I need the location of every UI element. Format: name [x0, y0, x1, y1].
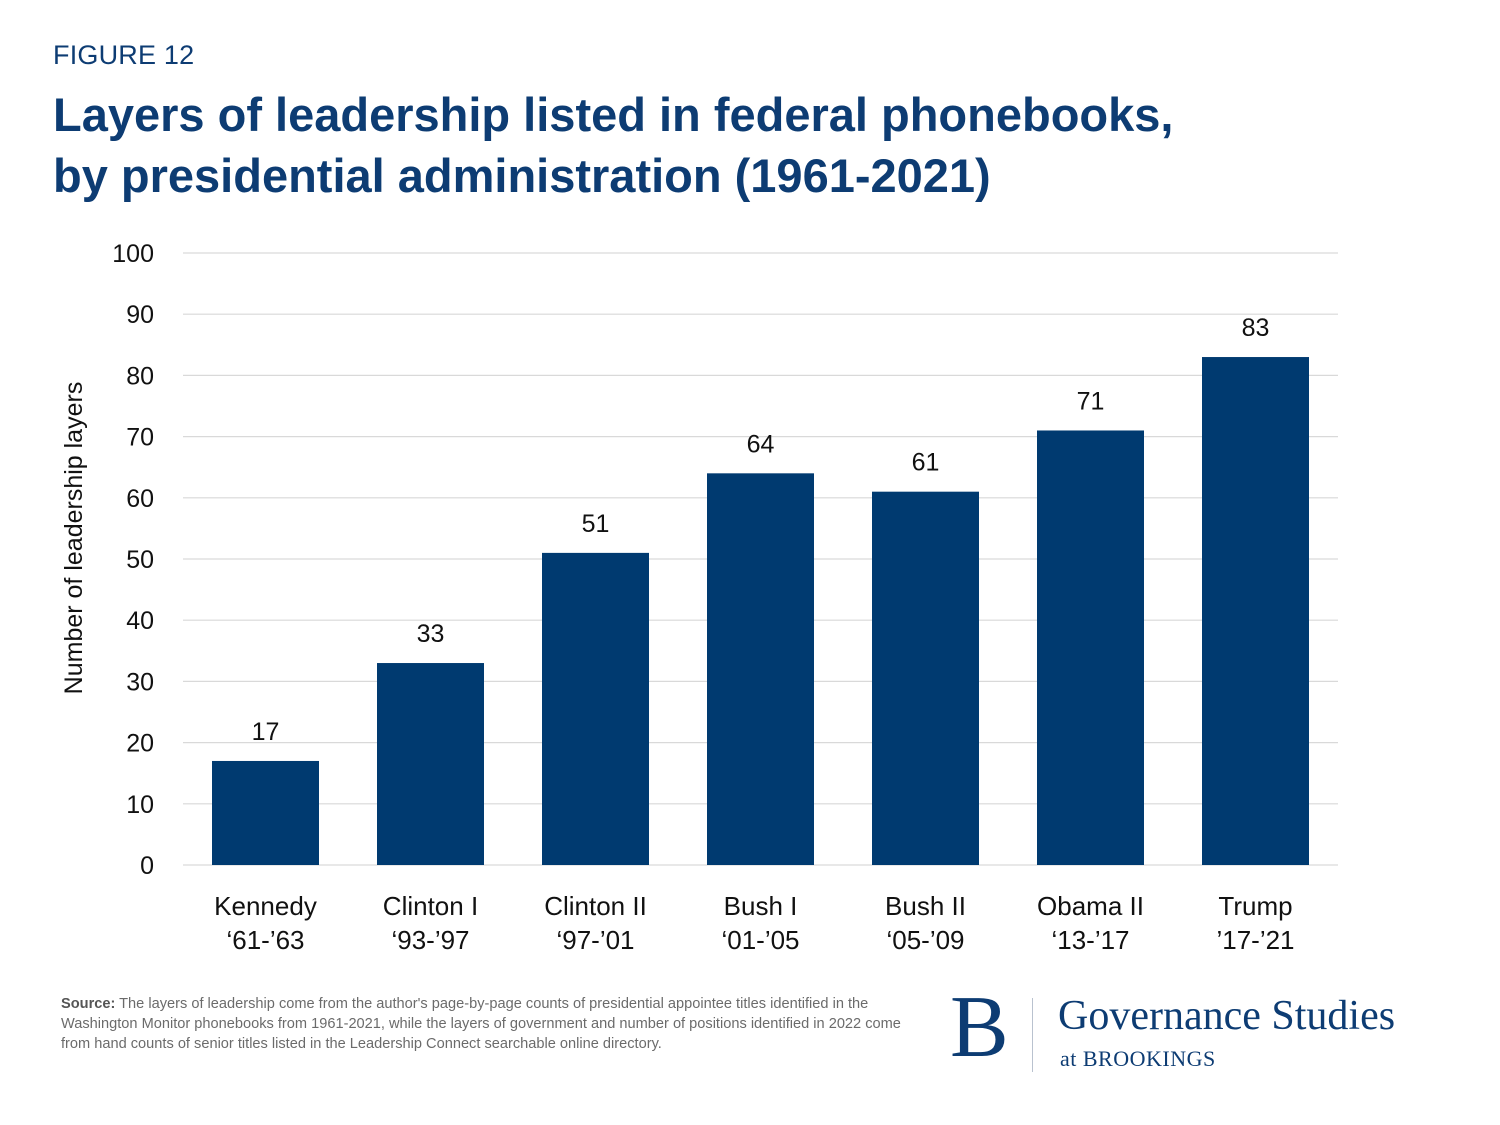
x-tick-period: ‘13-’17 [1051, 925, 1129, 955]
y-axis-ticks: 0 10 20 30 40 50 60 70 80 90 100 [112, 240, 154, 880]
y-tick-label: 0 [140, 852, 154, 880]
y-tick-label: 40 [126, 607, 154, 635]
data-labels: 17 33 51 64 61 71 83 [252, 314, 1270, 746]
x-tick-label: Bush I [724, 891, 798, 921]
y-tick-label: 80 [126, 362, 154, 390]
bar [212, 760, 319, 865]
logo-divider [1032, 998, 1033, 1072]
x-axis-ticks: Kennedy ‘61-’63 Clinton I ‘93-’97 Clinton II… [214, 891, 1294, 955]
bar [542, 552, 649, 865]
y-tick-label: 20 [126, 730, 154, 758]
bar [872, 491, 979, 865]
x-tick-period: ‘61-’63 [226, 925, 304, 955]
x-tick-label: Bush II [885, 891, 966, 921]
x-tick-label: Clinton I [383, 891, 478, 921]
y-tick-label: 70 [126, 424, 154, 452]
bar [377, 663, 484, 865]
x-tick-period: ‘01-’05 [721, 925, 799, 955]
logo-name: Governance Studies [1058, 993, 1396, 1039]
x-tick-label: Trump [1218, 891, 1292, 921]
y-tick-label: 60 [126, 485, 154, 513]
bar-chart: 0 10 20 30 40 50 60 70 80 90 100 Number of leaders… [60, 240, 1338, 955]
data-label: 17 [252, 718, 280, 746]
brookings-logo: B Governance Studies at BROOKINGS [950, 984, 1470, 1080]
x-tick-period: ’17-’21 [1216, 925, 1294, 955]
chart-title: Layers of leadership listed in federal p… [53, 84, 1173, 206]
bar [707, 473, 814, 865]
y-tick-label: 100 [112, 240, 154, 268]
y-axis-label: Number of leadership layers [60, 382, 88, 695]
data-label: 83 [1242, 314, 1270, 342]
chart-title-line-2: by presidential administration (1961-202… [53, 149, 991, 202]
y-tick-label: 10 [126, 791, 154, 819]
y-tick-label: 30 [126, 668, 154, 696]
data-label: 61 [912, 449, 940, 477]
source-note: Source: The layers of leadership come fr… [61, 994, 901, 1054]
x-tick-period: ‘97-’01 [556, 925, 634, 955]
chart-title-line-1: Layers of leadership listed in federal p… [53, 88, 1174, 141]
y-tick-label: 90 [126, 301, 154, 329]
data-label: 64 [747, 430, 775, 458]
data-label: 71 [1077, 387, 1105, 415]
bar [1037, 430, 1144, 865]
y-tick-label: 50 [126, 546, 154, 574]
data-label: 51 [582, 510, 610, 538]
figure-label: FIGURE 12 [53, 40, 195, 70]
brookings-b-logo-icon: B [950, 979, 1009, 1076]
source-text: The layers of leadership come from the a… [61, 996, 901, 1052]
data-label: 33 [417, 620, 445, 648]
bar [1202, 357, 1309, 865]
x-tick-label: Obama II [1037, 891, 1144, 921]
x-tick-period: ‘05-’09 [886, 925, 964, 955]
source-label: Source: [61, 996, 116, 1012]
logo-subtitle: at BROOKINGS [1060, 1046, 1216, 1071]
x-tick-period: ‘93-’97 [391, 925, 469, 955]
x-tick-label: Clinton II [544, 891, 647, 921]
x-tick-label: Kennedy [214, 891, 317, 921]
bars [212, 357, 1309, 865]
